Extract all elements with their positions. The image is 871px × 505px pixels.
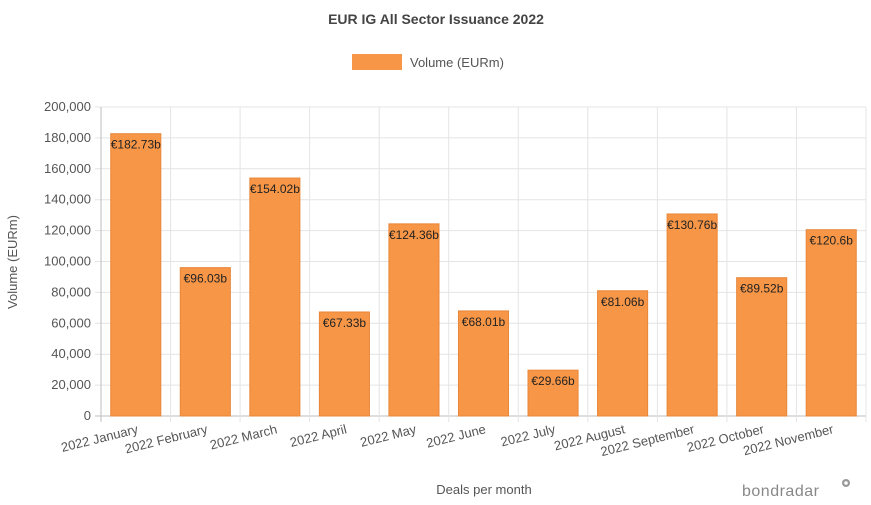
y-tick-label: 140,000 [44,192,91,207]
y-tick-label: 40,000 [51,346,91,361]
bar-data-label: €124.36b [389,228,439,242]
logo-dot-inner-icon [844,481,848,485]
bar[interactable] [805,229,857,417]
legend-label: Volume (EURm) [410,55,504,70]
bar-data-label: €67.33b [323,316,367,330]
bar[interactable] [527,369,579,417]
y-tick-label: 200,000 [44,99,91,114]
bar[interactable] [249,177,301,417]
y-tick-label: 120,000 [44,223,91,238]
bar-data-label: €130.76b [667,218,717,232]
y-tick-label: 60,000 [51,315,91,330]
bar[interactable] [597,290,649,417]
bar[interactable] [388,223,440,417]
chart-title: EUR IG All Sector Issuance 2022 [328,11,544,27]
y-tick-label: 20,000 [51,377,91,392]
bar-data-label: €81.06b [601,295,645,309]
y-tick-label: 100,000 [44,254,91,269]
bar-data-label: €89.52b [740,282,784,296]
x-tick-label: 2022 July [499,421,557,449]
legend[interactable]: Volume (EURm) [352,54,504,70]
bar[interactable] [110,133,162,417]
x-tick-label: 2022 May [359,421,419,449]
bar[interactable] [457,310,510,417]
bars [110,133,857,417]
bar-data-label: €154.02b [250,182,300,196]
bar-data-label: €120.6b [810,234,854,248]
y-tick-label: 160,000 [44,161,91,176]
y-axis-ticks: 0 20,000 40,000 60,000 80,000 100,000 120,000 1… [44,99,91,423]
bar-data-label: €182.73b [111,138,161,152]
x-tick-label: 2022 March [208,421,278,452]
bar[interactable] [666,213,718,417]
bar[interactable] [318,311,370,417]
bar-data-labels: €182.73b €96.03b €154.02b €67.33b €124.36b €6… [111,138,853,388]
x-axis-title: Deals per month [436,482,531,497]
bar-data-label: €68.01b [462,315,506,329]
y-tick-label: 80,000 [51,284,91,299]
logo-text: bondradar [742,483,820,500]
x-tick-label: 2022 June [425,421,488,450]
bar[interactable] [179,267,231,417]
bar-data-label: €96.03b [184,272,228,286]
legend-swatch [352,54,402,70]
y-axis-title: Volume (EURm) [5,215,20,309]
bar[interactable] [736,277,788,417]
y-tick-label: 0 [84,408,91,423]
x-tick-label: 2022 April [288,421,348,450]
bondradar-logo: bondradar [742,479,850,500]
y-tick-label: 180,000 [44,130,91,145]
grid-lines [95,106,867,422]
bar-data-label: €29.66b [531,374,575,388]
